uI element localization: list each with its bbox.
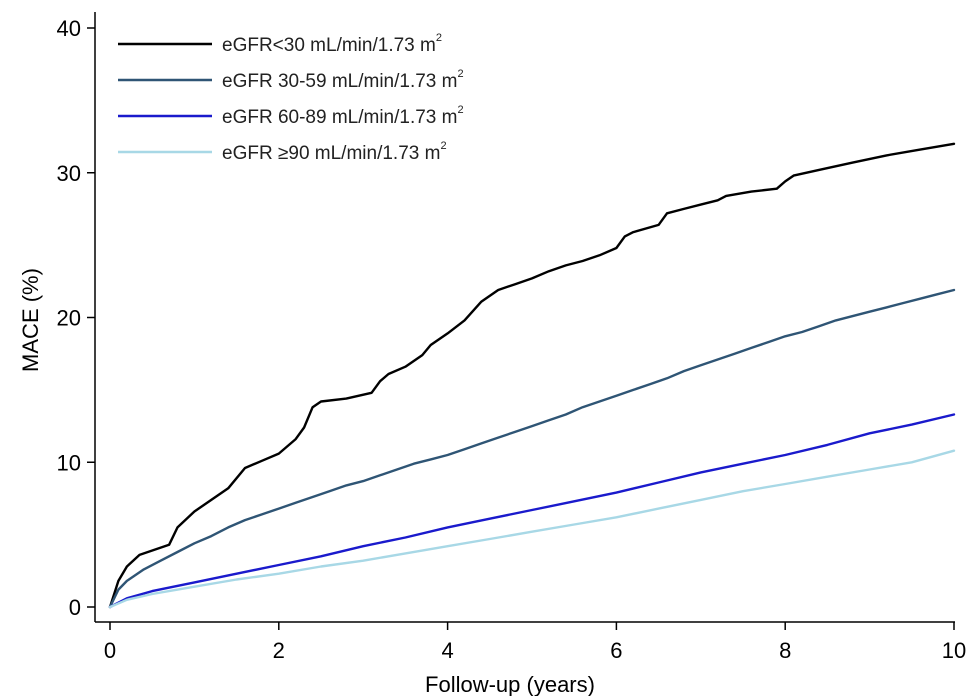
axes: 0 10 20 30 40 0 2 4 6 8 10 (57, 12, 966, 663)
legend-label-3: eGFR ≥90 mL/min/1.73 m2 (222, 140, 447, 164)
y-tick-label: 0 (69, 595, 81, 620)
y-tick-label: 20 (57, 306, 81, 331)
legend-label-text: eGFR 60-89 mL/min/1.73 m (222, 107, 457, 128)
x-tick-label: 2 (273, 638, 285, 663)
legend-label-superscript: 2 (436, 32, 442, 44)
y-tick-label: 40 (57, 16, 81, 41)
x-tick-label: 4 (441, 638, 453, 663)
series-line-2 (108, 413, 956, 609)
x-tick-label: 0 (104, 638, 116, 663)
legend-label-text: eGFR ≥90 mL/min/1.73 m (222, 143, 440, 164)
plot-area (108, 142, 956, 609)
series-line-0 (108, 142, 956, 609)
legend-label-0: eGFR<30 mL/min/1.73 m2 (222, 32, 442, 56)
y-tick-label: 10 (57, 450, 81, 475)
x-tick-label: 10 (942, 638, 966, 663)
legend-label-1: eGFR 30-59 mL/min/1.73 m2 (222, 68, 464, 92)
legend-label-2: eGFR 60-89 mL/min/1.73 m2 (222, 104, 464, 128)
legend-label-text: eGFR 30-59 mL/min/1.73 m (222, 71, 457, 92)
y-axis-title: MACE (%) (18, 268, 43, 372)
x-tick-label: 8 (779, 638, 791, 663)
series-line-1 (108, 288, 956, 609)
legend-label-superscript: 2 (440, 140, 446, 152)
x-tick-label: 6 (610, 638, 622, 663)
series-line-3 (108, 449, 956, 609)
legend-label-superscript: 2 (457, 104, 463, 116)
y-tick-label: 30 (57, 161, 81, 186)
legend-label-superscript: 2 (457, 68, 463, 80)
x-axis-title: Follow-up (years) (425, 672, 595, 696)
legend-label-text: eGFR<30 mL/min/1.73 m (222, 35, 436, 56)
